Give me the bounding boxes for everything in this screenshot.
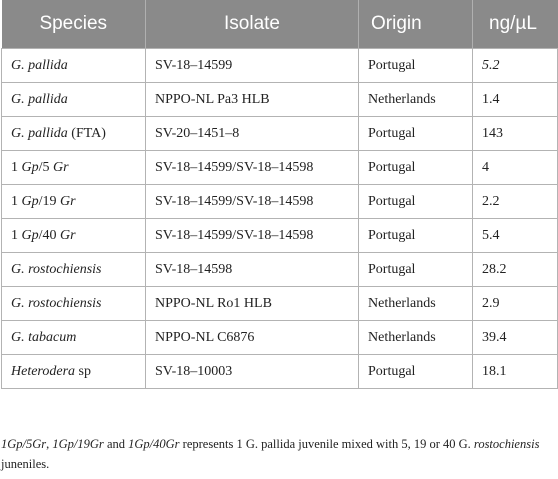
species-text-segment: Gp xyxy=(21,193,39,209)
cell-origin: Netherlands xyxy=(358,320,473,355)
header-origin: Origin xyxy=(358,0,473,49)
species-text-segment: G. rostochiensis xyxy=(11,261,102,277)
cell-concentration: 1.4 xyxy=(472,82,558,117)
footnote-segment: juneniles. xyxy=(1,457,50,471)
cell-origin: Portugal xyxy=(358,184,473,219)
footnote-segment: , xyxy=(46,437,53,451)
cell-species: 1 Gp/19 Gr xyxy=(1,184,146,219)
table-row: Heterodera sp SV-18–10003 Portugal 18.1 xyxy=(1,354,558,389)
cell-species: G. rostochiensis xyxy=(1,252,146,287)
cell-origin: Netherlands xyxy=(358,286,473,321)
cell-origin: Portugal xyxy=(358,116,473,151)
cell-concentration: 2.9 xyxy=(472,286,558,321)
species-text-segment: Gp xyxy=(21,159,39,175)
cell-isolate: SV-18–14599/SV-18–14598 xyxy=(145,184,359,219)
species-text-segment: G. rostochiensis xyxy=(11,295,102,311)
cell-isolate: NPPO-NL Pa3 HLB xyxy=(145,82,359,117)
data-table: Species Isolate Origin ng/µL G. pallida S… xyxy=(1,0,558,389)
cell-isolate: NPPO-NL Ro1 HLB xyxy=(145,286,359,321)
cell-species: 1 Gp/5 Gr xyxy=(1,150,146,185)
cell-species: 1 Gp/40 Gr xyxy=(1,218,146,253)
species-text-segment: sp xyxy=(75,363,91,379)
species-text-segment: G. tabacum xyxy=(11,329,77,345)
cell-isolate: SV-18–14599 xyxy=(145,48,359,83)
species-text-segment: 1 xyxy=(11,159,22,175)
species-text-segment: Gr xyxy=(53,159,69,175)
species-text-segment: Gr xyxy=(60,193,76,209)
species-text-segment: /19 xyxy=(38,193,61,209)
table-header: Species Isolate Origin ng/µL xyxy=(1,0,558,49)
table-row: G. pallida SV-18–14599 Portugal 5.2 xyxy=(1,48,558,83)
table-row: G. pallida (FTA) SV-20–1451–8 Portugal 143 xyxy=(1,116,558,151)
cell-origin: Portugal xyxy=(358,218,473,253)
footnote-segment: and xyxy=(103,437,129,451)
cell-origin: Portugal xyxy=(358,354,473,389)
footnote-segment: represents 1 G. pallida juvenile mixed w… xyxy=(179,437,474,451)
cell-species: G. pallida xyxy=(1,48,146,83)
cell-isolate: SV-18–14599/SV-18–14598 xyxy=(145,150,359,185)
species-text-segment: 1 xyxy=(11,227,22,243)
cell-concentration: 5.4 xyxy=(472,218,558,253)
table-row: G. rostochiensis SV-18–14598 Portugal 28.2 xyxy=(1,252,558,287)
cell-origin: Portugal xyxy=(358,252,473,287)
species-text-segment: Heterodera xyxy=(11,363,76,379)
species-text-segment: G. pallida xyxy=(11,57,68,73)
footnote-segment: rostochiensis xyxy=(473,437,540,451)
cell-concentration: 18.1 xyxy=(472,354,558,389)
cell-origin: Portugal xyxy=(358,150,473,185)
footnote-segment: 1Gp/19Gr xyxy=(52,437,104,451)
cell-origin: Netherlands xyxy=(358,82,473,117)
cell-concentration: 39.4 xyxy=(472,320,558,355)
cell-isolate: SV-18–10003 xyxy=(145,354,359,389)
cell-concentration: 28.2 xyxy=(472,252,558,287)
table-body: G. pallida SV-18–14599 Portugal 5.2 G. palli… xyxy=(1,48,558,389)
species-text-segment: /40 xyxy=(38,227,61,243)
cell-species: G. rostochiensis xyxy=(1,286,146,321)
footnote-segment: 1Gp/5Gr xyxy=(1,437,47,451)
cell-species: G. pallida (FTA) xyxy=(1,116,146,151)
table-row: G. pallida NPPO-NL Pa3 HLB Netherlands 1.4 xyxy=(1,82,558,117)
cell-concentration: 143 xyxy=(472,116,558,151)
species-text-segment: (FTA) xyxy=(67,125,106,141)
cell-concentration: 2.2 xyxy=(472,184,558,219)
header-row: Species Isolate Origin ng/µL xyxy=(1,0,558,49)
header-species: Species xyxy=(1,0,146,49)
species-text-segment: 1 xyxy=(11,193,22,209)
cell-species: G. tabacum xyxy=(1,320,146,355)
species-text-segment: Gp xyxy=(21,227,39,243)
table-row: 1 Gp/5 Gr SV-18–14599/SV-18–14598 Portugal… xyxy=(1,150,558,185)
table-row: G. rostochiensis NPPO-NL Ro1 HLB Netherlan… xyxy=(1,286,558,321)
header-concentration: ng/µL xyxy=(472,0,558,49)
header-isolate: Isolate xyxy=(145,0,359,49)
species-text-segment: G. pallida xyxy=(11,91,68,107)
table-row: 1 Gp/19 Gr SV-18–14599/SV-18–14598 Portuga… xyxy=(1,184,558,219)
table-footnote: 1Gp/5Gr, 1Gp/19Gr and 1Gp/40Gr represent… xyxy=(1,434,553,474)
cell-concentration: 5.2 xyxy=(472,48,558,83)
cell-concentration: 4 xyxy=(472,150,558,185)
footnote-segment: 1Gp/40Gr xyxy=(128,437,180,451)
cell-isolate: NPPO-NL C6876 xyxy=(145,320,359,355)
cell-isolate: SV-18–14598 xyxy=(145,252,359,287)
table-row: G. tabacum NPPO-NL C6876 Netherlands 39.4 xyxy=(1,320,558,355)
species-text-segment: G. pallida xyxy=(11,125,68,141)
cell-species: G. pallida xyxy=(1,82,146,117)
cell-isolate: SV-20–1451–8 xyxy=(145,116,359,151)
table-row: 1 Gp/40 Gr SV-18–14599/SV-18–14598 Portuga… xyxy=(1,218,558,253)
cell-origin: Portugal xyxy=(358,48,473,83)
cell-species: Heterodera sp xyxy=(1,354,146,389)
species-text-segment: /5 xyxy=(38,159,54,175)
cell-isolate: SV-18–14599/SV-18–14598 xyxy=(145,218,359,253)
species-text-segment: Gr xyxy=(60,227,76,243)
